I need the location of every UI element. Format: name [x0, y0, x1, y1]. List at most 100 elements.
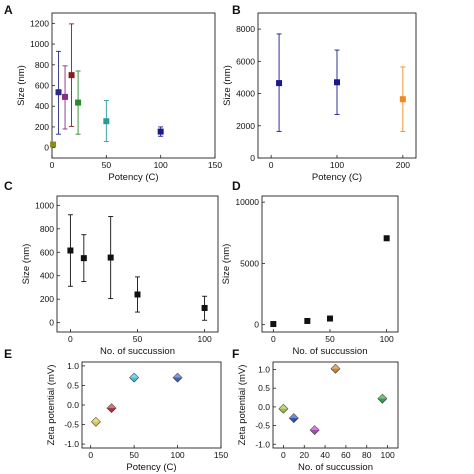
panel-a: A 0 50 100 150 0 200 400 600 800 1000 1200 Potency (…	[4, 3, 222, 183]
plot-frame	[51, 12, 216, 159]
y-tick-label: 1000	[35, 200, 54, 210]
data-point	[377, 393, 388, 404]
panel-d: D 0 50 100 0 5000 10000 No. of succussion Size (…	[221, 179, 399, 357]
x-tick-label: 150	[208, 160, 222, 170]
x-axis-label: Potency (C)	[312, 172, 362, 183]
data-point	[107, 254, 114, 261]
y-tick-label: 10000	[235, 197, 259, 207]
data-point	[157, 128, 164, 135]
x-tick-label: 0	[68, 334, 73, 344]
x-tick-label: 0	[271, 334, 276, 344]
x-tick-label: 100	[380, 334, 394, 344]
y-tick-label: 200	[40, 294, 54, 304]
panel-label-a: A	[4, 3, 13, 17]
y-tick-label: 8000	[236, 24, 255, 34]
data-point	[172, 372, 183, 383]
panel-f: F 0 20 40 60 80 100 -1.0 -0.5 0.0 0.5 1.0 No. of suc…	[232, 347, 399, 473]
y-axis-label: Zeta potential (mV)	[46, 365, 57, 446]
x-tick-label: 100	[197, 334, 211, 344]
y-tick-label: 400	[35, 101, 49, 111]
plot-frame	[261, 195, 399, 333]
data-point-highlight	[278, 404, 288, 409]
y-tick-label: -0.5	[255, 421, 270, 431]
data-point-highlight	[377, 394, 387, 399]
panel-label-b: B	[232, 3, 241, 17]
data-point	[68, 72, 75, 79]
y-axis-label: Size (nm)	[222, 65, 233, 106]
data-point	[270, 321, 277, 328]
y-tick-label: 0	[254, 320, 259, 330]
x-tick-label: 150	[214, 450, 228, 460]
data-point	[278, 403, 289, 414]
x-tick-label: 20	[300, 450, 310, 460]
data-point-highlight	[331, 364, 340, 369]
y-tick-label: 800	[40, 224, 54, 234]
y-tick-label: -0.5	[64, 420, 79, 430]
data-point	[129, 372, 140, 383]
y-tick-label: 0	[250, 153, 255, 163]
x-tick-label: 100	[380, 450, 394, 460]
data-point	[55, 89, 62, 96]
panel-label-e: E	[4, 347, 12, 361]
data-point	[80, 255, 87, 262]
y-tick-label: 1200	[30, 18, 49, 28]
data-point	[50, 141, 57, 148]
x-tick-label: 100	[330, 160, 344, 170]
data-point	[90, 416, 101, 427]
y-axis-label: Size (nm)	[16, 65, 27, 106]
y-tick-label: 0.0	[67, 400, 79, 410]
x-tick-label: 60	[341, 450, 351, 460]
data-point	[201, 304, 208, 311]
y-tick-label: 0.0	[258, 402, 270, 412]
y-tick-label: -1.0	[255, 439, 270, 449]
y-tick-label: 0	[49, 318, 54, 328]
data-point-highlight	[107, 403, 117, 409]
panel-label-d: D	[232, 179, 241, 193]
y-tick-label: 4000	[236, 89, 255, 99]
x-tick-label: 0	[269, 160, 274, 170]
data-point	[330, 363, 341, 374]
panel-label-f: F	[232, 347, 239, 361]
data-point-highlight	[173, 373, 183, 378]
y-axis-label: Zeta potential (mV)	[237, 365, 248, 446]
data-point	[62, 93, 69, 100]
y-axis-label: Size (nm)	[21, 244, 32, 285]
x-tick-label: 40	[320, 450, 330, 460]
data-point	[103, 118, 110, 125]
data-point	[399, 96, 406, 103]
y-tick-label: 800	[35, 60, 49, 70]
x-tick-label: 200	[396, 160, 410, 170]
data-point	[106, 403, 117, 414]
data-point	[327, 315, 333, 322]
data-point	[67, 247, 74, 254]
y-tick-label: 1000	[30, 39, 49, 49]
y-tick-label: 2000	[236, 121, 255, 131]
y-tick-label: 0.5	[258, 383, 270, 393]
x-axis-label: No. of succussion	[298, 462, 373, 473]
y-axis-label: Size (nm)	[221, 244, 232, 285]
y-tick-label: 600	[40, 247, 54, 257]
data-point	[334, 79, 340, 86]
plot-frame	[272, 361, 399, 449]
x-tick-label: 80	[362, 450, 372, 460]
x-axis-label: No. of succussion	[293, 346, 368, 357]
x-tick-label: 50	[102, 160, 112, 170]
y-tick-label: 600	[35, 81, 49, 91]
x-tick-label: 0	[281, 450, 286, 460]
data-point-highlight	[129, 373, 139, 378]
plot-frame	[81, 361, 222, 449]
y-tick-label: -1.0	[64, 439, 79, 449]
data-point-highlight	[289, 413, 299, 419]
data-point	[304, 317, 311, 324]
x-tick-label: 100	[154, 160, 168, 170]
data-point	[75, 99, 82, 106]
data-point	[383, 235, 390, 242]
x-tick-label: 0	[50, 160, 55, 170]
y-tick-label: 1.0	[67, 361, 79, 371]
x-axis-label: No. of succussion	[100, 346, 175, 357]
x-axis-label: Potency (C)	[108, 172, 158, 183]
y-tick-label: 0.5	[67, 380, 79, 390]
